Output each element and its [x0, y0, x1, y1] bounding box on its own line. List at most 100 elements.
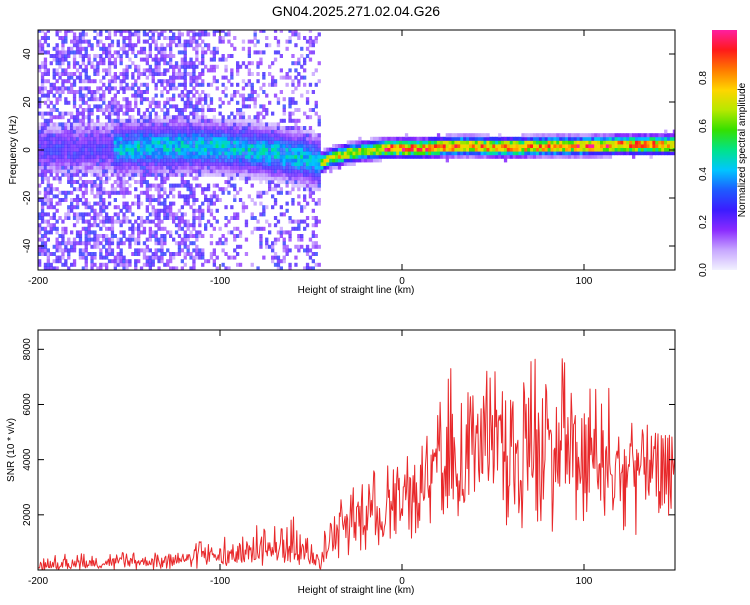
- spectrogram-cell: [250, 183, 254, 188]
- spectrogram-cell: [241, 172, 246, 177]
- spectrogram-cell: [276, 230, 281, 235]
- spectrogram-cell: [166, 259, 170, 264]
- spectrogram-cell: [52, 57, 56, 62]
- spectrogram-cell: [460, 154, 464, 159]
- spectrogram-cell: [268, 43, 272, 48]
- spectrogram-cell: [279, 68, 283, 73]
- spectrogram-cell: [163, 172, 167, 177]
- spectrogram-cell: [157, 133, 161, 138]
- spectrogram-cell: [308, 194, 313, 199]
- spectrogram-cell: [154, 165, 158, 170]
- spectrogram-cell: [303, 126, 307, 130]
- spectrogram-cell: [573, 136, 578, 141]
- spectrogram-cell: [70, 115, 74, 120]
- spectrogram-cell: [58, 57, 62, 62]
- spectrogram-cell: [536, 144, 540, 148]
- spectrogram-cell: [288, 180, 292, 184]
- spectrogram-cell: [128, 144, 132, 148]
- spectrogram-cell: [311, 144, 315, 148]
- spectrogram-cell: [317, 115, 321, 120]
- spectrogram-cell: [463, 133, 467, 138]
- spectrogram-cell: [262, 108, 266, 112]
- spectrogram-cell: [201, 57, 205, 62]
- spectrogram-cell: [163, 151, 167, 156]
- spectrogram-cell: [177, 75, 182, 80]
- spectrogram-cell: [250, 140, 254, 145]
- spectrogram-cell: [355, 147, 359, 152]
- spectrogram-cell: [137, 169, 141, 174]
- spectrogram-cell: [81, 144, 85, 148]
- spectrogram-cell: [107, 115, 112, 120]
- spectrogram-cell: [183, 108, 187, 112]
- spectrogram-cell: [204, 93, 208, 98]
- spectrogram-cell: [600, 151, 604, 156]
- spectrogram-cell: [81, 154, 85, 159]
- spectrogram-cell: [131, 158, 135, 163]
- spectrogram-cell: [233, 136, 237, 141]
- spectrogram-cell: [303, 248, 307, 253]
- spectrogram-cell: [436, 136, 441, 141]
- spectrogram-cell: [131, 154, 135, 159]
- spectrogram-cell: [137, 50, 141, 55]
- spectrogram-cell: [40, 50, 45, 55]
- spectrogram-cell: [215, 183, 219, 188]
- spectrogram-cell: [244, 129, 249, 134]
- spectrogram-cell: [340, 158, 345, 163]
- spectrogram-cell: [387, 147, 391, 152]
- spectrogram-cell: [227, 30, 231, 33]
- spectrogram-cell: [105, 237, 109, 242]
- spectrogram-cell: [460, 151, 464, 156]
- spectrogram-cell: [172, 183, 176, 188]
- spectrogram-cell: [99, 169, 103, 174]
- spectrogram-cell: [597, 151, 601, 156]
- spectrogram-cell: [204, 136, 208, 141]
- spectrogram-cell: [250, 172, 254, 177]
- spectrogram-cell: [70, 183, 74, 188]
- spectrogram-cell: [78, 79, 83, 84]
- spectrogram-cell: [221, 30, 225, 33]
- spectrogram-cell: [224, 223, 228, 228]
- spectrogram-cell: [547, 140, 551, 145]
- spectrogram-cell: [559, 151, 563, 156]
- spectrogram-cell: [297, 201, 301, 206]
- spectrogram-cell: [268, 129, 272, 134]
- spectrogram-cell: [294, 226, 298, 231]
- spectrogram-cell: [250, 147, 254, 152]
- spectrogram-cell: [137, 118, 141, 123]
- spectrogram-cell: [340, 144, 345, 148]
- spectrogram-cell: [294, 176, 298, 181]
- spectrogram-cell: [221, 158, 225, 163]
- spectrogram-cell: [145, 216, 149, 220]
- spectrogram-cell: [131, 201, 135, 206]
- spectrogram-cell: [212, 262, 216, 267]
- spectrogram-cell: [72, 241, 77, 246]
- spectrogram-cell: [268, 144, 272, 148]
- spectrogram-cell: [154, 54, 158, 58]
- spectrogram-cell: [122, 205, 126, 210]
- spectrogram-cell: [38, 64, 42, 69]
- spectrogram-cell: [538, 136, 543, 141]
- spectrogram-cell: [602, 140, 607, 145]
- spectrogram-cell: [279, 54, 283, 58]
- spectrogram-cell: [46, 230, 50, 235]
- spectrogram-cell: [538, 147, 543, 152]
- spectrogram-cell: [166, 169, 170, 174]
- spectrogram-cell: [137, 111, 141, 116]
- spectrogram-cell: [244, 237, 249, 242]
- spectrogram-cell: [61, 255, 65, 260]
- spectrogram-cell: [265, 140, 269, 145]
- spectrogram-cell: [262, 75, 266, 80]
- spectrogram-cell: [64, 140, 68, 145]
- spectrogram-cell: [128, 140, 132, 145]
- spectrogram-cell: [67, 46, 71, 51]
- spectrogram-cell: [177, 111, 182, 116]
- spectrogram-cell: [183, 154, 187, 159]
- spectrogram-cell: [661, 151, 665, 156]
- spectrogram-cell: [177, 165, 182, 170]
- spectrogram-cell: [314, 68, 318, 73]
- spectrogram-cell: [137, 147, 141, 152]
- spectrogram-cell: [495, 140, 499, 145]
- spectrogram-cell: [84, 133, 88, 138]
- spectrogram-cell: [128, 205, 132, 210]
- spectrogram-cell: [107, 219, 112, 224]
